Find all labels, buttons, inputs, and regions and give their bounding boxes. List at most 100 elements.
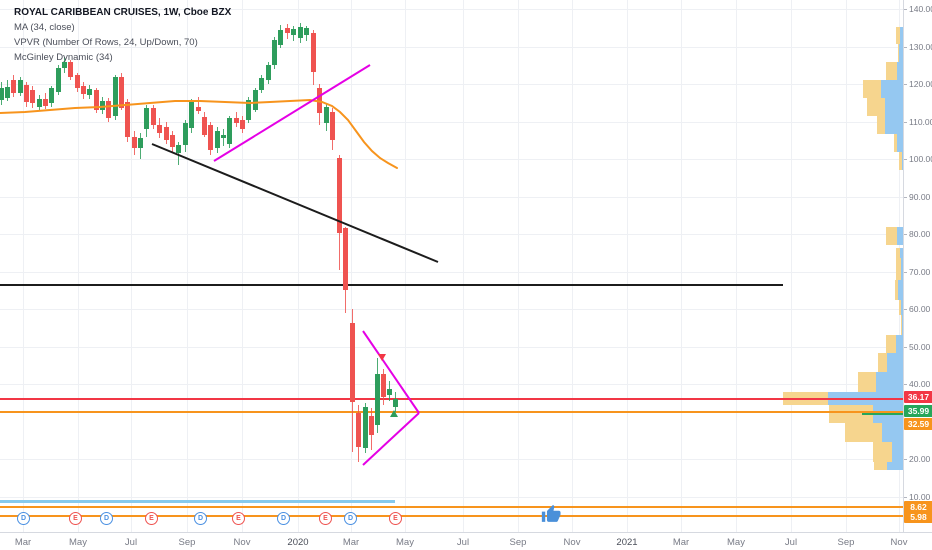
- price-label: 32.59: [904, 418, 932, 430]
- black-horizontal-support[interactable]: [0, 284, 783, 286]
- red-horizontal-line[interactable]: [0, 398, 903, 400]
- price-tick-label: 70.00: [909, 267, 931, 277]
- candle-body: [266, 65, 271, 80]
- candle-body: [356, 413, 361, 447]
- price-tick-label: 50.00: [909, 342, 931, 352]
- candle-body: [272, 40, 277, 65]
- volume-profile-up-bar: [892, 442, 903, 462]
- candle-body: [381, 374, 386, 397]
- earnings-marker[interactable]: E: [145, 512, 158, 525]
- grid-vline: [131, 0, 132, 532]
- price-tick-dash: [904, 309, 907, 310]
- dividend-marker[interactable]: D: [277, 512, 290, 525]
- volume-profile-down-bar: [867, 98, 885, 116]
- candle-body: [369, 416, 374, 435]
- candle-body: [176, 145, 181, 153]
- grid-hline: [0, 159, 903, 160]
- last-price-line[interactable]: [862, 413, 903, 415]
- grid-vline: [23, 0, 24, 532]
- volume-profile-up-bar: [899, 44, 903, 62]
- price-tick-dash: [904, 459, 907, 460]
- candle-body: [393, 399, 398, 407]
- time-tick-label: Sep: [837, 537, 855, 548]
- price-tick-label: 90.00: [909, 192, 931, 202]
- indicator-ma[interactable]: MA (34, close): [14, 22, 75, 33]
- candle-body: [68, 62, 73, 77]
- candle-body: [43, 99, 48, 106]
- legend: ROYAL CARIBBEAN CRUISES, 1W, Cboe BZX MA…: [14, 6, 231, 65]
- candle-body: [324, 107, 329, 123]
- dividend-marker[interactable]: D: [17, 512, 30, 525]
- candle-body: [337, 158, 342, 233]
- grid-hline: [0, 459, 903, 460]
- earnings-marker[interactable]: E: [319, 512, 332, 525]
- volume-profile-up-bar: [897, 227, 903, 245]
- earnings-marker[interactable]: E: [389, 512, 402, 525]
- candle-body: [106, 101, 111, 118]
- teal-horizontal-line[interactable]: [0, 500, 395, 503]
- grid-vline: [463, 0, 464, 532]
- dividend-marker[interactable]: D: [194, 512, 207, 525]
- candle-body: [24, 85, 29, 102]
- volume-profile-up-bar: [881, 80, 903, 98]
- candle-body: [94, 90, 99, 110]
- price-tick-label: 40.00: [909, 379, 931, 389]
- volume-profile-down-bar: [895, 280, 898, 300]
- volume-profile-down-bar: [886, 335, 896, 353]
- price-tick-label: 140.00: [909, 4, 932, 14]
- grid-vline: [405, 0, 406, 532]
- candle-body: [253, 90, 258, 110]
- candle-body: [215, 131, 220, 148]
- grid-hline: [0, 384, 903, 385]
- dividend-marker[interactable]: D: [344, 512, 357, 525]
- price-tick-label: 60.00: [909, 304, 931, 314]
- volume-profile-down-bar: [886, 62, 897, 80]
- candle-body: [132, 137, 137, 148]
- time-tick-label: Nov: [233, 537, 251, 548]
- price-label: 8.62: [904, 501, 932, 513]
- volume-profile-down-bar: [874, 462, 887, 470]
- candle-body: [189, 102, 194, 128]
- candle-body: [221, 135, 226, 138]
- candle-body: [208, 125, 213, 150]
- candle-body: [37, 99, 42, 107]
- pennant-upper-line[interactable]: [362, 330, 420, 414]
- orange-horizontal-line-5[interactable]: [0, 515, 903, 517]
- time-tick-label: Mar: [14, 537, 32, 548]
- symbol-title[interactable]: ROYAL CARIBBEAN CRUISES, 1W, Cboe BZX: [14, 7, 232, 18]
- indicator-mcginley[interactable]: McGinley Dynamic (34): [14, 52, 113, 63]
- candle-body: [246, 100, 251, 120]
- volume-profile-down-bar: [896, 27, 900, 44]
- grid-vline: [681, 0, 682, 532]
- price-axis[interactable]: 140.00 130.00 120.00 110.00 100.00 90.00 80.00…: [903, 0, 932, 532]
- orange-horizontal-line-8[interactable]: [0, 506, 903, 508]
- time-tick-label: May: [69, 537, 87, 548]
- volume-profile-down-bar: [899, 152, 902, 170]
- volume-profile-down-bar: [886, 227, 897, 245]
- grid-hline: [0, 197, 903, 198]
- descending-trendline[interactable]: [151, 143, 439, 263]
- orange-horizontal-line-32[interactable]: [0, 411, 903, 413]
- candle-body: [304, 28, 309, 35]
- candle-body: [311, 33, 316, 72]
- volume-profile-down-bar: [899, 300, 901, 315]
- candle-body: [164, 127, 169, 140]
- time-tick-label: Sep: [178, 537, 196, 548]
- candle-body: [291, 29, 296, 35]
- earnings-marker[interactable]: E: [69, 512, 82, 525]
- time-axis[interactable]: Mar May Jul Sep Nov 2020 Mar May Jul Sep Nov 2021 Ma…: [0, 532, 932, 550]
- candle-body: [100, 101, 105, 110]
- ascending-trendline[interactable]: [213, 64, 371, 162]
- earnings-marker[interactable]: E: [232, 512, 245, 525]
- grid-vline: [572, 0, 573, 532]
- indicator-vpvr[interactable]: VPVR (Number Of Rows, 24, Up/Down, 70): [14, 37, 198, 48]
- candle-body: [363, 407, 368, 448]
- candle-body: [234, 118, 239, 123]
- price-tick-dash: [904, 84, 907, 85]
- grid-hline: [0, 9, 903, 10]
- volume-profile-up-bar: [902, 315, 903, 335]
- dividend-marker[interactable]: D: [100, 512, 113, 525]
- price-tick-dash: [904, 159, 907, 160]
- grid-hline: [0, 497, 903, 498]
